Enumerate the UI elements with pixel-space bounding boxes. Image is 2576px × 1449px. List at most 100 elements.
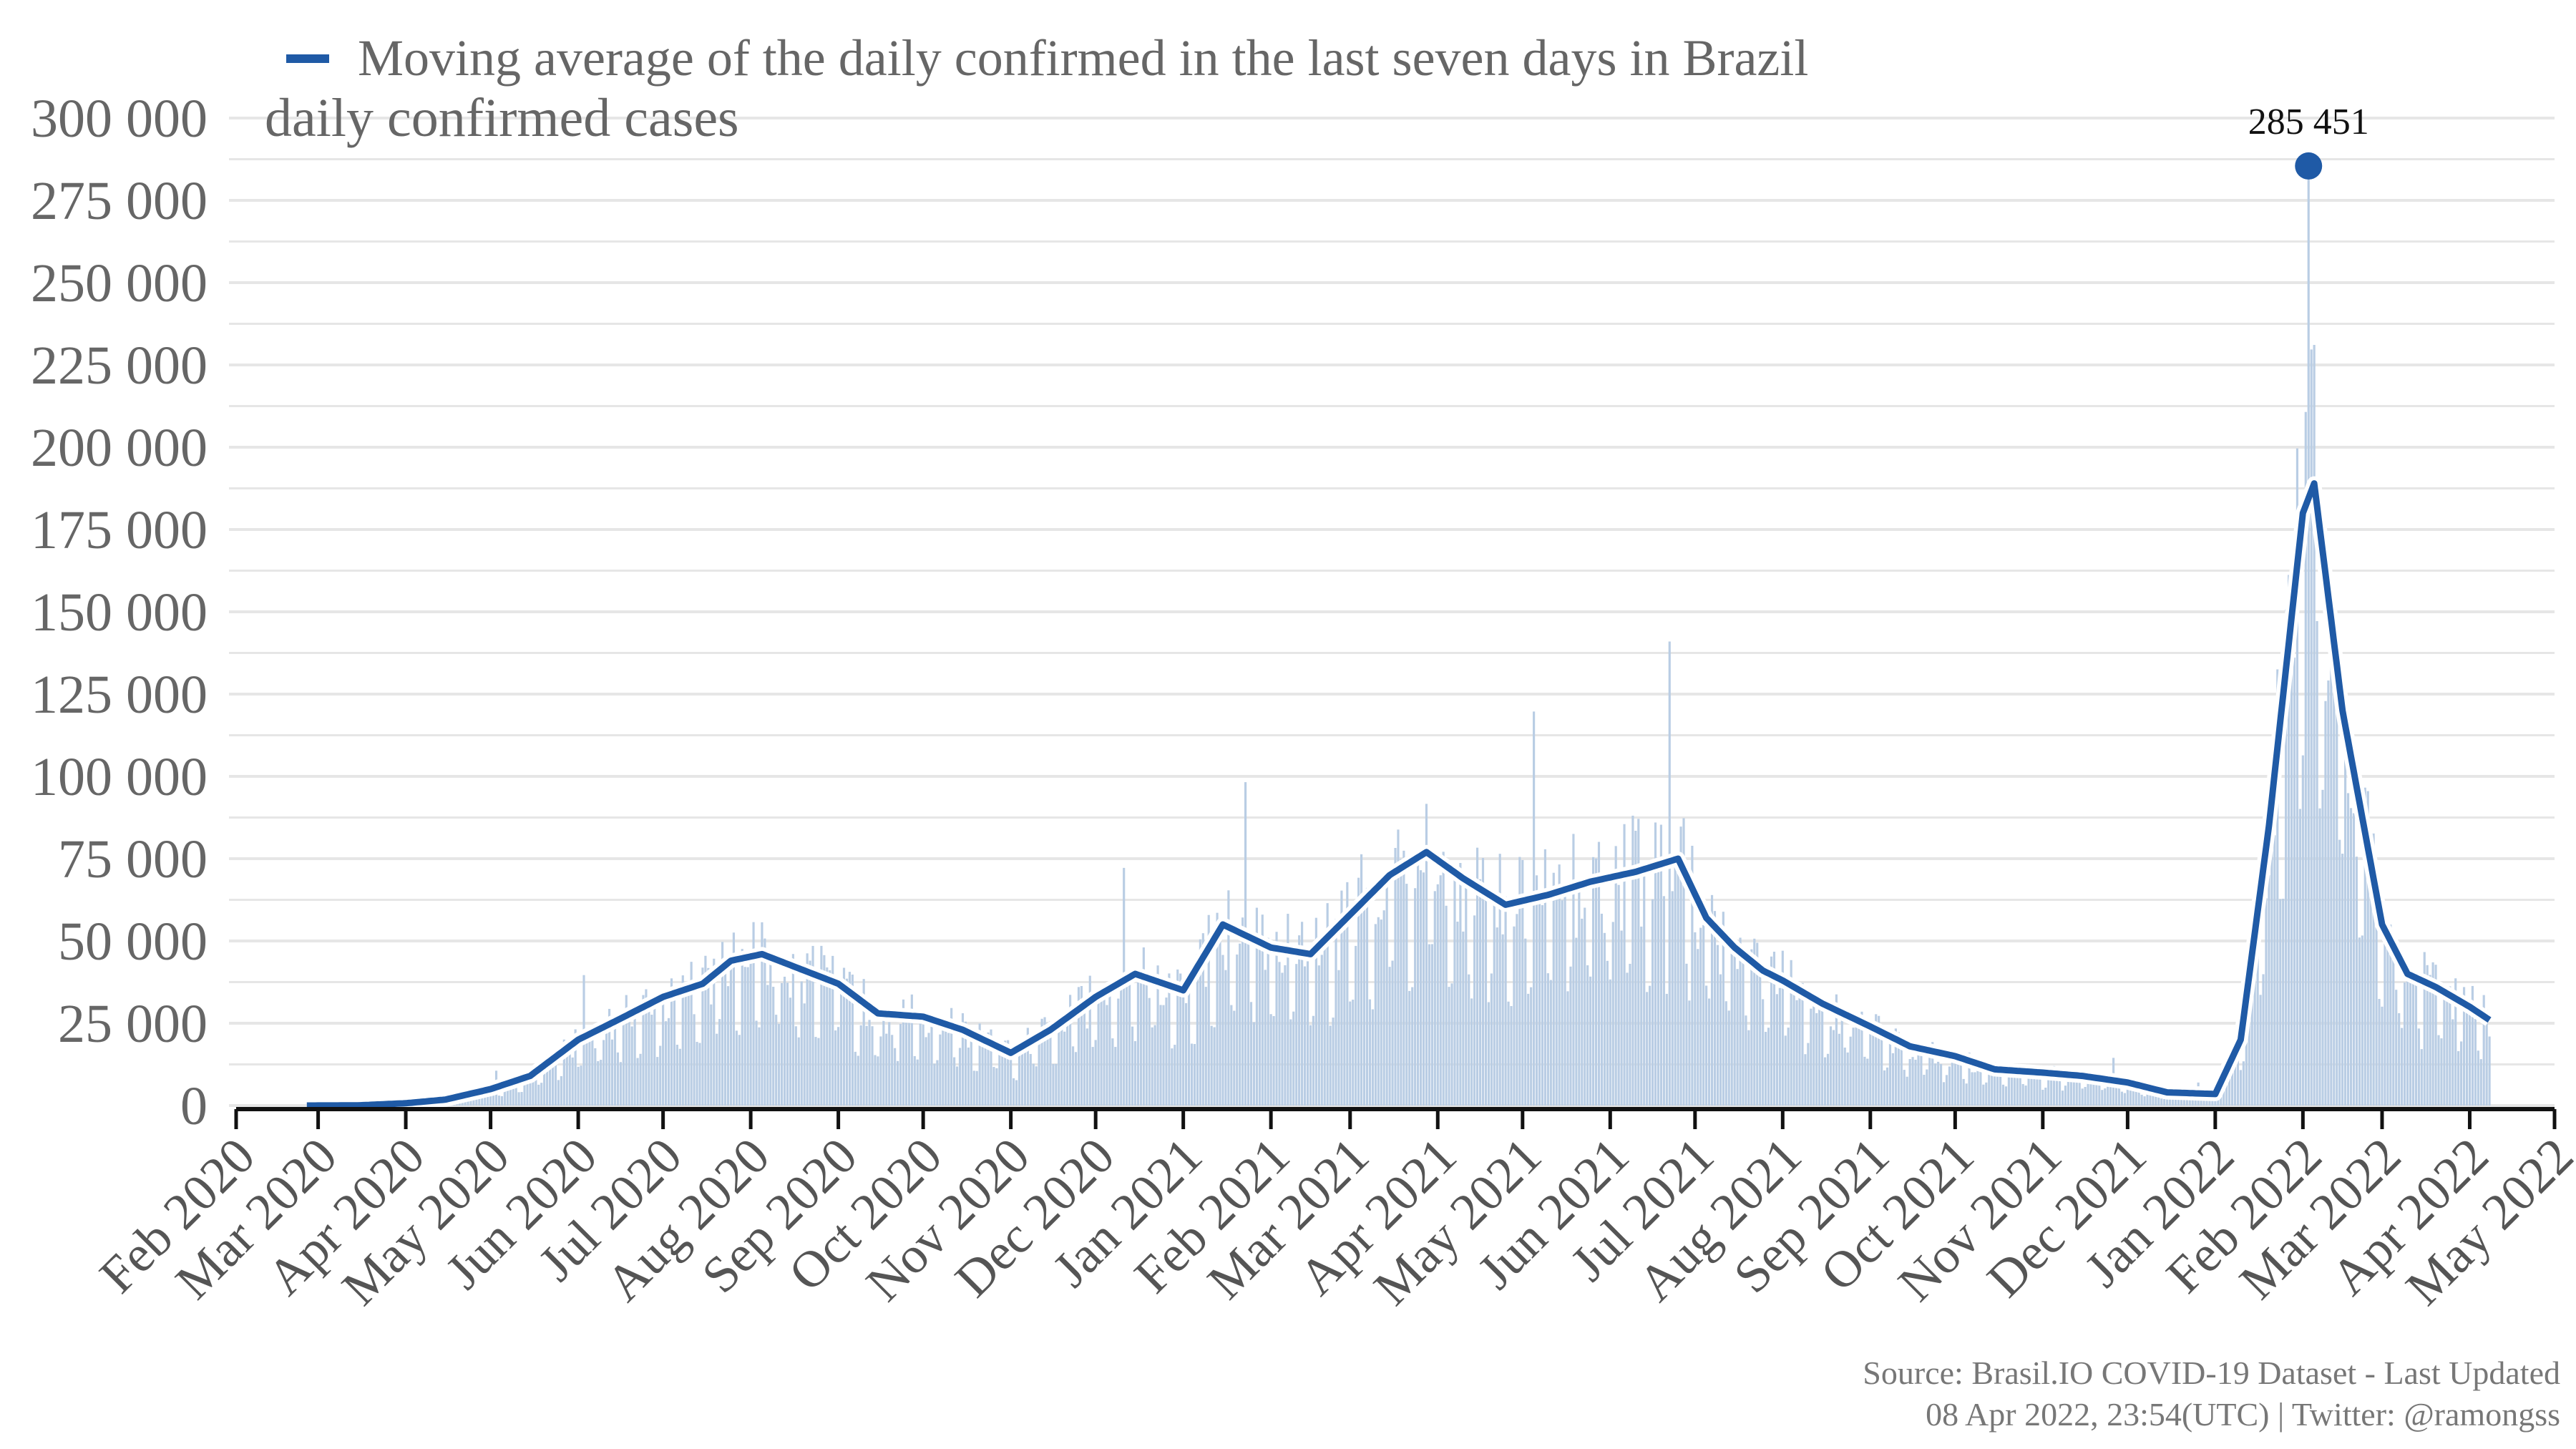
- daily-bar: [2117, 1078, 2121, 1106]
- daily-bar: [1626, 972, 1629, 1106]
- daily-bar: [1498, 854, 1501, 1106]
- y-tick-label: 300 000: [31, 89, 208, 149]
- daily-bar: [1838, 1033, 1840, 1106]
- daily-bar: [1015, 1080, 1018, 1106]
- daily-bar: [1722, 912, 1724, 1106]
- daily-bar: [2273, 835, 2276, 1106]
- daily-bar: [1931, 1042, 1934, 1106]
- daily-bar: [2126, 1086, 2129, 1106]
- daily-bar: [2437, 1035, 2440, 1106]
- daily-bar: [1530, 987, 1533, 1106]
- daily-bar: [2242, 1061, 2245, 1106]
- daily-bar: [1414, 888, 1417, 1106]
- daily-bar: [696, 1042, 698, 1106]
- daily-bar: [1708, 998, 1711, 1106]
- daily-bar: [953, 1057, 956, 1106]
- daily-bar: [1085, 1028, 1088, 1106]
- daily-bar: [1855, 1020, 1858, 1106]
- daily-bar: [532, 1075, 535, 1106]
- daily-bar: [758, 1027, 761, 1106]
- daily-bar: [2256, 907, 2259, 1106]
- y-axis: 0 25 000 50 000 75 000 100 000 125 000 150 000…: [31, 88, 739, 1136]
- daily-bar: [2132, 1083, 2135, 1106]
- daily-bar: [1968, 1053, 1971, 1106]
- daily-bar: [1691, 845, 1694, 1106]
- daily-bar: [2462, 987, 2466, 1106]
- daily-bar: [554, 1057, 557, 1106]
- daily-bar: [608, 1008, 611, 1106]
- daily-bar: [1516, 914, 1518, 1106]
- daily-bar: [2140, 1094, 2143, 1106]
- daily-bar: [842, 967, 846, 1106]
- daily-bar: [1174, 1045, 1176, 1106]
- daily-bar: [1007, 1040, 1010, 1106]
- daily-bar: [562, 1039, 565, 1106]
- daily-bar: [806, 953, 809, 1106]
- daily-bar: [1821, 1000, 1824, 1106]
- daily-bar: [794, 1026, 797, 1106]
- daily-bar: [1487, 1002, 1490, 1106]
- daily-bar: [2420, 1049, 2423, 1106]
- daily-bar: [2474, 1019, 2477, 1106]
- daily-bar: [1521, 859, 1524, 1106]
- daily-bar: [2253, 966, 2256, 1106]
- daily-bar: [1702, 924, 1705, 1106]
- daily-bar: [1133, 1041, 1137, 1106]
- daily-bar: [707, 967, 710, 1106]
- daily-bar: [1510, 1005, 1513, 1106]
- daily-bar: [2225, 1075, 2228, 1106]
- daily-bar: [1136, 974, 1140, 1106]
- daily-bar: [763, 938, 766, 1106]
- source-line-1: Source: Brasil.IO COVID-19 Dataset - Las…: [1863, 1355, 2560, 1391]
- daily-bar: [1493, 899, 1496, 1106]
- daily-bar: [1252, 1022, 1256, 1106]
- daily-bar: [1759, 975, 1762, 1106]
- daily-bar: [2268, 875, 2270, 1106]
- daily-bar: [1436, 884, 1439, 1106]
- daily-bar: [2208, 1096, 2211, 1106]
- daily-bar: [1917, 1050, 1920, 1106]
- daily-bar: [2479, 1059, 2482, 1106]
- daily-bar: [543, 1058, 546, 1106]
- daily-bar: [2104, 1088, 2107, 1106]
- daily-bar: [2482, 995, 2485, 1106]
- daily-bar: [1849, 1036, 1852, 1106]
- daily-bar: [2411, 975, 2415, 1106]
- daily-bar: [755, 1020, 758, 1106]
- daily-bar: [1332, 1018, 1335, 1106]
- daily-bar: [1004, 1040, 1007, 1106]
- daily-bar: [741, 949, 743, 1106]
- daily-bar: [2304, 411, 2307, 1106]
- daily-bar: [811, 945, 814, 1106]
- daily-bar: [2409, 966, 2412, 1106]
- daily-bar: [984, 1043, 987, 1106]
- daily-bar: [1572, 834, 1575, 1106]
- daily-bar: [1201, 933, 1204, 1106]
- daily-bar: [897, 1060, 899, 1106]
- daily-bar: [2123, 1093, 2126, 1106]
- daily-bar: [1026, 1028, 1029, 1106]
- daily-bar: [1272, 1015, 1275, 1106]
- daily-bar: [1818, 1005, 1821, 1106]
- daily-bar: [2259, 995, 2262, 1106]
- daily-bar: [1071, 1046, 1075, 1106]
- daily-bar: [1391, 960, 1394, 1106]
- daily-bar: [1951, 1053, 1953, 1106]
- daily-bar: [2024, 1085, 2027, 1106]
- daily-bar: [851, 974, 854, 1106]
- daily-bar: [1156, 965, 1159, 1106]
- daily-bar: [1784, 1035, 1787, 1106]
- daily-bar: [1185, 1002, 1188, 1106]
- daily-bar: [916, 1059, 919, 1106]
- daily-bar: [2120, 1091, 2124, 1106]
- daily-bar: [2404, 982, 2406, 1106]
- daily-bar: [512, 1086, 514, 1106]
- daily-bar: [1355, 945, 1357, 1106]
- daily-bar: [2095, 1077, 2098, 1106]
- daily-bar: [1651, 899, 1654, 1106]
- daily-bar: [639, 1053, 642, 1106]
- daily-bar: [1400, 859, 1402, 1106]
- daily-bar: [656, 1057, 659, 1106]
- daily-bar: [636, 1058, 639, 1106]
